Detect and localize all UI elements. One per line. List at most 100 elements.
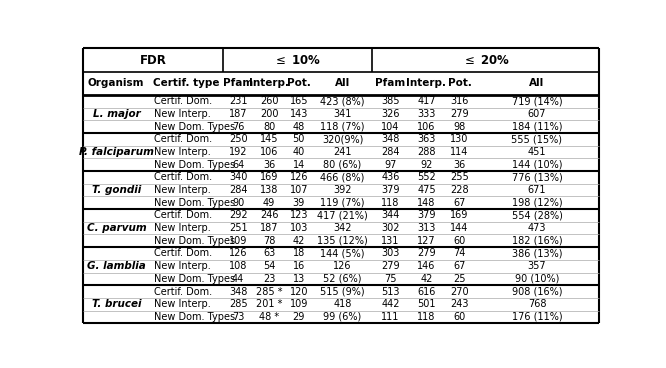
Text: 80: 80 [263, 121, 275, 132]
Text: 241: 241 [334, 147, 352, 157]
Text: 285 *: 285 * [256, 287, 282, 297]
Text: 184 (11%): 184 (11%) [511, 121, 562, 132]
Text: 392: 392 [334, 185, 352, 195]
Text: 13: 13 [292, 274, 305, 284]
Text: 165: 165 [290, 96, 308, 106]
Text: 417 (21%): 417 (21%) [317, 210, 368, 220]
Text: T. gondii: T. gondii [92, 185, 141, 195]
Text: Pfam: Pfam [223, 78, 253, 88]
Text: 48 *: 48 * [259, 312, 279, 322]
Text: New Dom. Types: New Dom. Types [155, 312, 236, 322]
Text: 111: 111 [381, 312, 400, 322]
Text: 176 (11%): 176 (11%) [511, 312, 562, 322]
Text: Certif. Dom.: Certif. Dom. [155, 134, 212, 144]
Text: FDR: FDR [139, 53, 166, 67]
Text: 279: 279 [381, 261, 400, 271]
Text: 50: 50 [292, 134, 305, 144]
Text: 513: 513 [381, 287, 400, 297]
Text: 63: 63 [263, 248, 275, 258]
Text: G. lamblia: G. lamblia [87, 261, 146, 271]
Text: 126: 126 [334, 261, 352, 271]
Text: 108: 108 [229, 261, 247, 271]
Text: 138: 138 [260, 185, 278, 195]
Text: 143: 143 [290, 109, 308, 119]
Text: 342: 342 [334, 223, 352, 233]
Text: 255: 255 [450, 172, 469, 183]
Text: New Interp.: New Interp. [155, 261, 211, 271]
Text: New Dom. Types: New Dom. Types [155, 121, 236, 132]
Text: 302: 302 [381, 223, 400, 233]
Text: 379: 379 [381, 185, 400, 195]
Text: 144 (5%): 144 (5%) [320, 248, 365, 258]
Text: 200: 200 [260, 109, 278, 119]
Text: 288: 288 [417, 147, 436, 157]
Text: 169: 169 [260, 172, 278, 183]
Text: 118 (7%): 118 (7%) [320, 121, 365, 132]
Text: 418: 418 [334, 299, 352, 309]
Text: 60: 60 [454, 236, 466, 246]
Text: 348: 348 [229, 287, 247, 297]
Text: 201 *: 201 * [256, 299, 282, 309]
Text: Interp.: Interp. [406, 78, 446, 88]
Text: 74: 74 [454, 248, 466, 258]
Text: 341: 341 [334, 109, 352, 119]
Text: L. major: L. major [93, 109, 141, 119]
Text: All: All [529, 78, 545, 88]
Text: 36: 36 [454, 160, 466, 170]
Text: 18: 18 [292, 248, 305, 258]
Text: Certif. Dom.: Certif. Dom. [155, 210, 212, 220]
Text: 16: 16 [292, 261, 305, 271]
Text: 103: 103 [290, 223, 308, 233]
Text: 555 (15%): 555 (15%) [511, 134, 563, 144]
Text: 246: 246 [260, 210, 278, 220]
Text: 48: 48 [292, 121, 305, 132]
Text: 146: 146 [418, 261, 436, 271]
Text: T. brucei: T. brucei [92, 299, 142, 309]
Text: 169: 169 [450, 210, 469, 220]
Text: 385: 385 [381, 96, 400, 106]
Text: 616: 616 [418, 287, 436, 297]
Text: 379: 379 [417, 210, 436, 220]
Text: Pot.: Pot. [287, 78, 310, 88]
Text: New Interp.: New Interp. [155, 299, 211, 309]
Text: 64: 64 [232, 160, 244, 170]
Text: P. falciparum: P. falciparum [79, 147, 155, 157]
Text: 73: 73 [232, 312, 244, 322]
Text: 42: 42 [420, 274, 433, 284]
Text: 719 (14%): 719 (14%) [511, 96, 562, 106]
Text: 40: 40 [292, 147, 305, 157]
Text: 417: 417 [417, 96, 436, 106]
Text: 120: 120 [290, 287, 308, 297]
Text: New Interp.: New Interp. [155, 223, 211, 233]
Text: 451: 451 [527, 147, 546, 157]
Text: 109: 109 [229, 236, 247, 246]
Text: Certif. Dom.: Certif. Dom. [155, 248, 212, 258]
Text: 92: 92 [420, 160, 433, 170]
Text: 25: 25 [454, 274, 466, 284]
Text: 475: 475 [417, 185, 436, 195]
Text: 42: 42 [292, 236, 305, 246]
Text: 423 (8%): 423 (8%) [320, 96, 365, 106]
Text: 135 (12%): 135 (12%) [317, 236, 368, 246]
Text: 250: 250 [229, 134, 247, 144]
Text: Pfam: Pfam [375, 78, 406, 88]
Text: 320(9%): 320(9%) [322, 134, 363, 144]
Text: New Interp.: New Interp. [155, 109, 211, 119]
Text: Certif. Dom.: Certif. Dom. [155, 172, 212, 183]
Text: 192: 192 [229, 147, 247, 157]
Text: 107: 107 [290, 185, 308, 195]
Text: 333: 333 [418, 109, 436, 119]
Text: 67: 67 [454, 261, 466, 271]
Text: 231: 231 [229, 96, 247, 106]
Text: 348: 348 [381, 134, 400, 144]
Text: 340: 340 [229, 172, 247, 183]
Text: 554 (28%): 554 (28%) [511, 210, 562, 220]
Text: 148: 148 [418, 198, 436, 208]
Text: 130: 130 [450, 134, 469, 144]
Text: All: All [335, 78, 350, 88]
Text: 279: 279 [417, 248, 436, 258]
Text: 144 (10%): 144 (10%) [511, 160, 562, 170]
Text: 49: 49 [263, 198, 275, 208]
Text: 39: 39 [292, 198, 305, 208]
Text: 123: 123 [290, 210, 308, 220]
